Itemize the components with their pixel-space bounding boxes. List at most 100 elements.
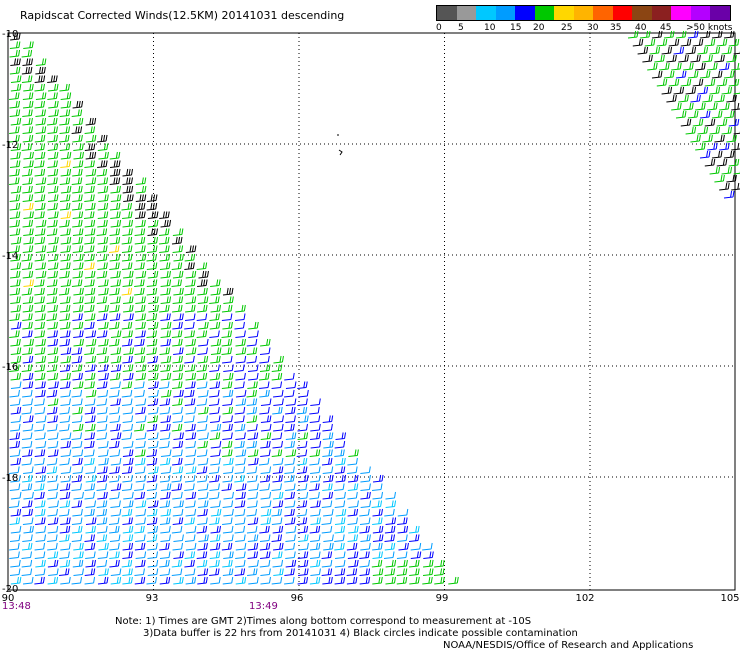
wind-barb — [310, 474, 321, 483]
wind-barb — [60, 449, 72, 457]
wind-barb — [72, 423, 84, 432]
legend-tick-label: 35 — [610, 23, 622, 33]
wind-barb — [109, 559, 120, 568]
wind-barb — [47, 177, 58, 185]
wind-barb — [72, 245, 84, 253]
wind-barb — [23, 491, 34, 500]
wind-barb — [690, 54, 701, 63]
wind-barb — [9, 126, 20, 134]
wind-barb — [71, 576, 83, 585]
wind-barb — [59, 304, 71, 313]
wind-barb — [10, 347, 22, 355]
wind-barb — [58, 287, 70, 296]
wind-barb — [372, 474, 384, 483]
wind-barb — [10, 338, 21, 347]
wind-barb — [247, 423, 258, 432]
wind-barb — [273, 542, 284, 551]
wind-barb — [135, 296, 146, 304]
wind-barb — [84, 236, 95, 245]
wind-barb — [346, 568, 358, 576]
wind-barb — [23, 211, 34, 219]
wind-barb — [247, 381, 258, 389]
wind-barb — [10, 372, 22, 381]
wind-barb — [34, 168, 46, 177]
wind-barb — [323, 534, 334, 542]
legend-swatch — [573, 6, 593, 20]
wind-barb — [259, 474, 271, 483]
wind-barb — [135, 185, 147, 194]
wind-barb — [272, 525, 284, 534]
wind-barb — [647, 62, 658, 71]
wind-barb — [222, 423, 233, 432]
wind-barb — [173, 551, 184, 559]
wind-barb — [222, 517, 233, 525]
wind-barb — [210, 415, 221, 423]
wind-barb — [209, 517, 220, 525]
wind-barb — [210, 355, 221, 364]
wind-barb — [246, 440, 258, 449]
wind-barb — [172, 491, 183, 500]
wind-barb — [160, 508, 172, 517]
wind-barb — [309, 576, 321, 585]
legend-swatch — [476, 6, 496, 20]
wind-barb — [714, 134, 725, 143]
wind-barb — [121, 466, 133, 474]
wind-barb — [272, 457, 284, 466]
legend-swatch — [515, 6, 535, 20]
wind-barb — [184, 517, 195, 525]
wind-barb — [172, 381, 183, 389]
wind-barb — [372, 525, 384, 534]
wind-barb — [196, 364, 208, 372]
wind-barb — [197, 568, 209, 576]
wind-barb — [48, 381, 59, 389]
wind-barb — [122, 406, 134, 415]
wind-barb — [309, 542, 321, 551]
wind-barb — [96, 483, 108, 491]
wind-barb — [210, 279, 221, 287]
wind-barb — [234, 415, 245, 423]
wind-barb — [384, 534, 396, 542]
wind-barb — [310, 534, 321, 542]
wind-barb — [35, 177, 47, 185]
wind-barb — [9, 440, 21, 449]
wind-barb — [723, 190, 735, 199]
wind-barb — [223, 551, 234, 559]
wind-barb — [697, 86, 709, 95]
wind-barb — [22, 262, 33, 270]
wind-barb — [160, 364, 171, 372]
wind-barb — [21, 542, 33, 551]
wind-barb — [185, 279, 196, 287]
wind-barb — [108, 245, 120, 253]
wind-barb — [83, 211, 95, 219]
wind-barb — [135, 194, 147, 202]
wind-barb — [71, 389, 83, 398]
wind-barb — [22, 313, 33, 321]
wind-barb — [122, 211, 133, 219]
wind-barb — [711, 150, 723, 159]
wind-barb — [260, 517, 272, 525]
wind-barb — [34, 296, 45, 304]
wind-barb — [148, 466, 159, 474]
wind-barb — [109, 474, 120, 483]
wind-barb — [109, 389, 120, 398]
longitude-label: 105 — [720, 593, 739, 604]
wind-barb — [172, 304, 183, 313]
wind-barb — [160, 423, 171, 432]
wind-barb — [146, 457, 158, 466]
wind-barb — [110, 508, 122, 517]
wind-barb — [160, 355, 172, 364]
wind-barb — [222, 389, 234, 398]
wind-barb — [85, 389, 97, 398]
wind-barb — [235, 542, 247, 551]
wind-barb — [185, 423, 196, 432]
wind-barb — [385, 559, 397, 568]
wind-barb — [22, 576, 34, 585]
wind-barb — [692, 118, 704, 127]
wind-barb — [34, 228, 46, 236]
wind-barb — [47, 262, 59, 270]
wind-barb — [321, 525, 333, 534]
wind-barb — [272, 406, 283, 415]
map-frame — [7, 32, 736, 591]
wind-barb — [360, 466, 371, 474]
wind-barb — [384, 542, 396, 551]
